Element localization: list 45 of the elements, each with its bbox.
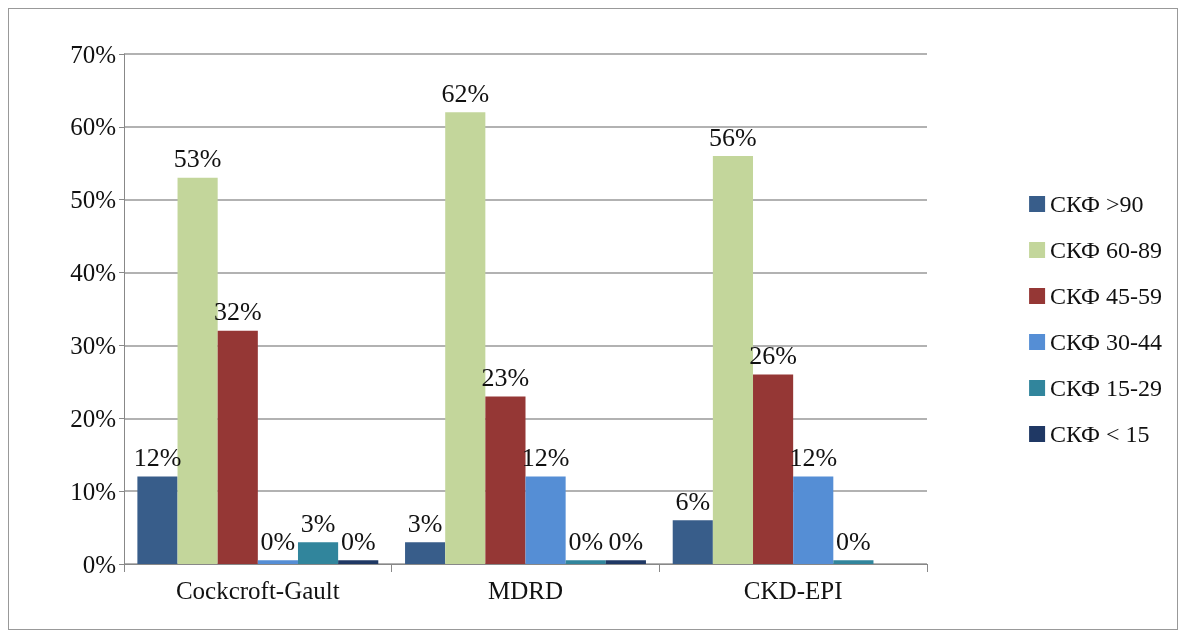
x-tick-label: MDRD — [487, 577, 564, 604]
y-tick-label: 30% — [70, 331, 116, 359]
bar — [297, 542, 339, 564]
data-label: 0% — [836, 526, 871, 556]
legend-label: СКФ 45-59 — [1050, 283, 1163, 309]
legend-label: СКФ 30-44 — [1050, 329, 1163, 355]
y-tick-label: 50% — [70, 186, 116, 214]
bar — [565, 560, 606, 564]
data-label: 3% — [407, 508, 443, 538]
legend-label: СКФ < 15 — [1050, 421, 1150, 447]
data-label: 26% — [749, 341, 797, 371]
y-tick-label: 0% — [82, 550, 116, 578]
legend-label: СКФ 60-89 — [1050, 237, 1163, 263]
data-label: 0% — [568, 526, 604, 556]
bar — [338, 560, 379, 564]
data-label: 23% — [481, 362, 530, 392]
data-label: 0% — [260, 526, 296, 556]
bar — [525, 476, 566, 564]
data-label: 56% — [709, 122, 757, 152]
y-tick-label: 60% — [70, 113, 116, 141]
y-tick-label: 20% — [70, 404, 116, 432]
data-label: 6% — [675, 486, 711, 516]
x-tick-label: CKD-EPI — [743, 577, 843, 604]
bar — [793, 476, 834, 564]
data-label: 3% — [300, 508, 336, 538]
legend-label: СКФ >90 — [1050, 191, 1144, 217]
bar — [605, 560, 646, 564]
bar — [485, 396, 526, 564]
bar — [672, 520, 713, 564]
data-label: 0% — [608, 526, 644, 556]
data-label: 53% — [173, 144, 222, 174]
y-tick-label: 10% — [70, 477, 116, 505]
y-tick-label: 70% — [70, 40, 116, 68]
bar — [833, 560, 874, 564]
bar — [217, 330, 258, 564]
data-label: 12% — [133, 443, 182, 473]
bar — [257, 560, 298, 564]
data-label: 62% — [441, 78, 490, 108]
x-tick-label: Cockcroft-Gault — [175, 577, 340, 604]
data-label: 32% — [213, 297, 262, 327]
legend-label: СКФ 15-29 — [1050, 375, 1163, 401]
bar — [405, 542, 446, 564]
bar — [137, 476, 178, 564]
y-tick-label: 40% — [70, 259, 116, 287]
data-label: 0% — [340, 526, 376, 556]
